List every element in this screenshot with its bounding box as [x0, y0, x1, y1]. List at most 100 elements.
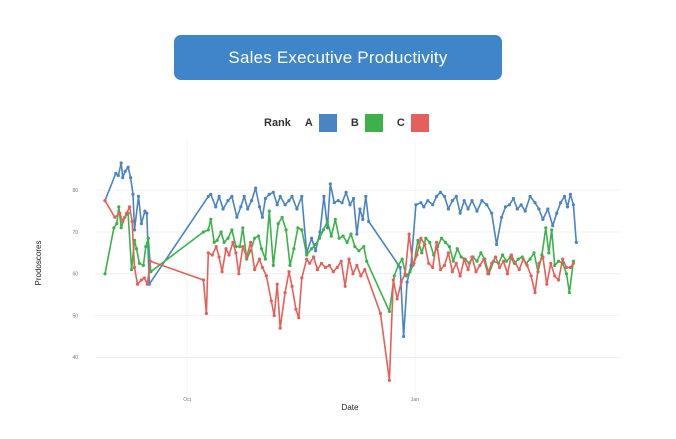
series-b-point — [230, 228, 234, 232]
series-a-point — [555, 211, 559, 215]
series-c-point — [399, 280, 403, 284]
series-b-point — [443, 240, 448, 244]
series-b-point — [553, 263, 557, 267]
series-c-point — [118, 211, 122, 215]
series-b-point — [392, 274, 396, 278]
series-a-point — [139, 222, 143, 226]
series-c-point — [113, 215, 117, 219]
series-c-point — [458, 274, 462, 278]
series-a-point — [503, 205, 508, 209]
series-c-point — [529, 274, 533, 278]
series-b-point — [271, 263, 275, 267]
series-b-point — [325, 219, 329, 224]
series-c-point — [474, 270, 478, 274]
series-b-point — [362, 245, 366, 249]
series-b-point — [329, 234, 333, 238]
series-c-point — [201, 278, 205, 282]
series-c-point — [130, 219, 134, 224]
series-a-point — [287, 199, 291, 203]
series-b-point — [447, 245, 451, 249]
series-a-point — [295, 207, 299, 211]
legend-label-c: C — [396, 117, 405, 129]
series-c-point — [533, 291, 537, 295]
series-a-point — [419, 201, 423, 205]
series-c-point — [103, 199, 107, 203]
series-b-point — [238, 245, 242, 249]
series-b-point — [103, 272, 107, 276]
series-c-point — [486, 272, 490, 276]
series-c-point — [478, 263, 482, 267]
series-c-point — [253, 268, 257, 272]
series-b-point — [115, 222, 119, 226]
legend: Rank A B C — [264, 113, 443, 133]
series-c-point — [206, 251, 210, 255]
series-c-point — [269, 299, 273, 303]
series-b-point — [212, 240, 216, 244]
series-a-point — [402, 334, 406, 339]
series-c-point — [470, 255, 474, 259]
series-a-point — [422, 205, 426, 209]
series-c-point — [220, 270, 224, 274]
series-a-point — [442, 194, 447, 198]
series-a-point — [446, 207, 450, 211]
series-a-point — [119, 161, 123, 165]
series-c-point — [505, 272, 510, 276]
series-b-point — [400, 257, 404, 261]
series-b-point — [459, 255, 463, 259]
series-a-point — [426, 199, 430, 203]
series-c-point — [227, 253, 231, 257]
series-a-point — [358, 207, 362, 211]
series-b-point — [206, 228, 210, 232]
series-a-point — [290, 194, 294, 198]
series-b-point — [500, 253, 505, 257]
series-c-point — [327, 263, 331, 267]
series-a-point — [235, 215, 239, 219]
series-a-point — [470, 199, 474, 203]
series-b-point — [349, 232, 353, 236]
series-a-point — [431, 203, 435, 207]
chart-title: Sales Executive Productivity — [228, 47, 448, 67]
series-a-point — [351, 196, 356, 201]
series-a-point — [263, 196, 267, 201]
series-c-point — [139, 278, 143, 282]
series-a-point — [322, 194, 326, 198]
series-b-point — [455, 247, 459, 251]
series-a-point — [283, 203, 287, 207]
series-b-point — [345, 240, 349, 244]
series-a-point — [537, 207, 541, 211]
series-a-point — [568, 192, 573, 196]
series-a-point — [278, 194, 282, 198]
series-b-point — [134, 247, 139, 251]
series-c-point — [391, 278, 395, 282]
series-a-point — [565, 205, 570, 209]
series-b-point — [528, 257, 532, 261]
chart-title-banner: Sales Executive Productivity — [174, 35, 502, 80]
series-c-point — [305, 257, 309, 261]
series-b-point — [557, 259, 561, 263]
series-c-point — [347, 257, 351, 261]
series-b-point — [241, 226, 245, 230]
series-b-point — [365, 259, 369, 263]
series-c-point — [355, 263, 359, 267]
series-c-point — [549, 261, 553, 265]
series-c-point — [513, 261, 517, 265]
series-c-point — [245, 255, 249, 259]
series-c-point — [553, 274, 557, 278]
series-a-point — [221, 207, 225, 211]
series-a-point — [348, 203, 352, 207]
series-c-point — [145, 282, 149, 286]
series-c-point — [234, 251, 238, 255]
series-c-point — [419, 236, 423, 240]
series-b-point — [337, 236, 341, 240]
series-a-point — [257, 205, 262, 209]
series-b-point — [276, 222, 280, 226]
series-c — [103, 199, 576, 382]
x-axis-title: Date — [342, 403, 359, 412]
series-c-point — [568, 265, 573, 270]
series-a-point — [551, 224, 555, 228]
series-a-point — [328, 182, 332, 186]
series-a-point — [438, 190, 443, 194]
series-a-point — [405, 280, 409, 284]
series-a-point — [462, 199, 466, 203]
series-c-point — [494, 255, 498, 259]
